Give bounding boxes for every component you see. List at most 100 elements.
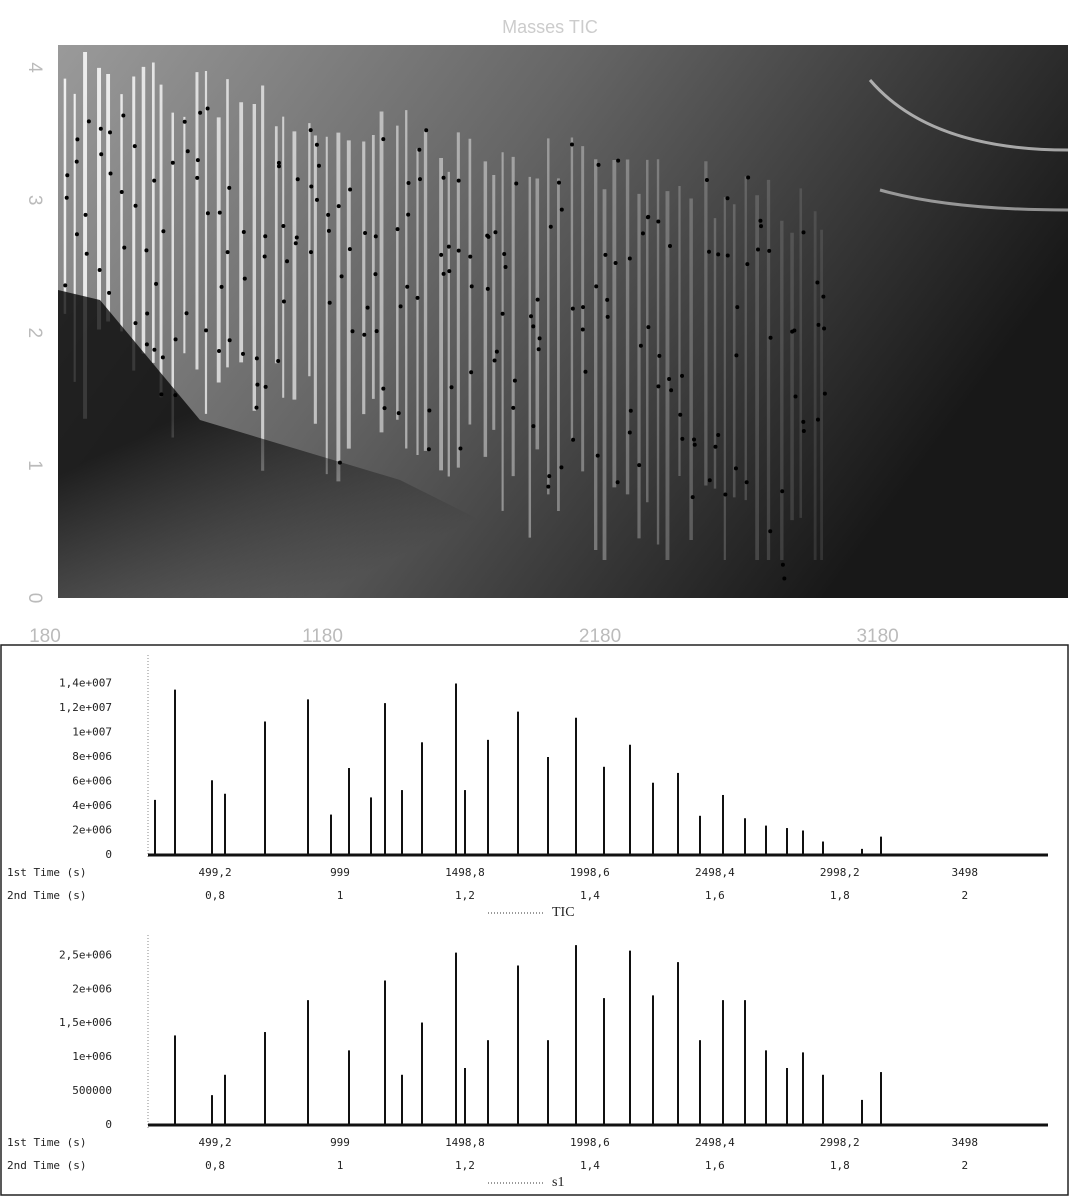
y-tick-label: 1e+007	[72, 726, 112, 739]
streak-dot	[348, 247, 352, 251]
streak-dot	[373, 272, 377, 276]
streak-dot	[781, 563, 785, 567]
streak-dot	[85, 252, 89, 256]
streak-dot	[121, 114, 125, 118]
streak-dot	[656, 219, 660, 223]
streak-dot	[746, 176, 750, 180]
x-tick-label: 499,2	[198, 866, 231, 879]
streak-dot	[606, 315, 610, 319]
streak-dot	[107, 291, 111, 295]
streak-dot	[296, 177, 300, 181]
streak-dot	[99, 152, 103, 156]
streak-dot	[549, 225, 553, 229]
y-tick-label: 1e+006	[72, 1050, 112, 1063]
streak-dot	[442, 176, 446, 180]
x-tick-label: 3498	[952, 866, 979, 879]
streak-dot	[186, 149, 190, 153]
streak-dot	[570, 143, 574, 147]
y-tick-label: 0	[24, 593, 45, 604]
streak-dot	[669, 388, 673, 392]
streak-dot	[596, 454, 600, 458]
streak-dot	[84, 213, 88, 217]
streak-dot	[122, 246, 126, 250]
y-tick-label: 500000	[72, 1084, 112, 1097]
streak-dot	[782, 576, 786, 580]
streak-dot	[350, 329, 354, 333]
streak-dot	[447, 245, 451, 249]
x2-tick-label: 0,8	[205, 889, 225, 902]
streak-dot	[285, 259, 289, 263]
streak-dot	[383, 406, 387, 410]
streak-dot	[802, 429, 806, 433]
streak-dot	[605, 298, 609, 302]
streak-dot	[133, 144, 137, 148]
streak-dot	[337, 204, 341, 208]
x2-tick-label: 1,4	[580, 889, 600, 902]
y-tick-label: 3	[24, 195, 45, 206]
streak-dot	[822, 327, 826, 331]
streak-dot	[531, 424, 535, 428]
streak-dot	[309, 128, 313, 132]
streak-dot	[417, 148, 421, 152]
streak-dot	[629, 409, 633, 413]
streak-dot	[315, 143, 319, 147]
streak-dot	[486, 235, 490, 239]
x2-tick-label: 2	[961, 1159, 968, 1172]
streak-dot	[427, 408, 431, 412]
x2-tick-label: 1,8	[830, 1159, 850, 1172]
streak-dot	[616, 480, 620, 484]
streak-dot	[603, 253, 607, 257]
x-axis-label: 2nd Time (s)	[7, 1159, 86, 1172]
x-tick-label: 3498	[952, 1136, 979, 1149]
streak-dot	[723, 492, 727, 496]
streak-dot	[171, 161, 175, 165]
streak-dot	[680, 437, 684, 441]
streak-dot	[198, 111, 202, 115]
streak-dot	[801, 420, 805, 424]
streak-dot	[399, 304, 403, 308]
streak-dot	[108, 130, 112, 134]
streak-dot	[616, 159, 620, 163]
streak-dot	[768, 529, 772, 533]
streak-dot	[637, 463, 641, 467]
streak-dot	[668, 244, 672, 248]
x-tick-label: 3180	[856, 626, 898, 647]
streak-dot	[362, 333, 366, 337]
streak-dot	[735, 305, 739, 309]
streak-dot	[745, 262, 749, 266]
streak-dot	[705, 178, 709, 182]
streak-dot	[458, 447, 462, 451]
streak-dot	[174, 337, 178, 341]
streak-dot	[716, 252, 720, 256]
streak-dot	[217, 349, 221, 353]
streak-dot	[501, 312, 505, 316]
streak-dot	[65, 173, 69, 177]
streak-dot	[328, 301, 332, 305]
streak-dot	[713, 445, 717, 449]
streak-dot	[470, 284, 474, 288]
streak-dot	[557, 181, 561, 185]
x-axis-label: 1st Time (s)	[7, 1136, 86, 1149]
streak-dot	[792, 328, 796, 332]
streak-dot	[87, 119, 91, 123]
x-tick-label: 2998,2	[820, 1136, 860, 1149]
streak-dot	[65, 196, 69, 200]
streak-dot	[185, 311, 189, 315]
y-tick-label: 0	[105, 848, 112, 861]
streak-dot	[581, 305, 585, 309]
streak-dot	[407, 181, 411, 185]
streak-dot	[406, 213, 410, 217]
streak-dot	[109, 171, 113, 175]
streak-dot	[495, 350, 499, 354]
streak-dot	[276, 359, 280, 363]
streak-dot	[560, 208, 564, 212]
streak-dot	[242, 230, 246, 234]
streak-dot	[726, 253, 730, 257]
streak-dot	[381, 137, 385, 141]
streak-dot	[396, 227, 400, 231]
x2-tick-label: 1,2	[455, 1159, 475, 1172]
streak-dot	[513, 379, 517, 383]
streak-dot	[220, 285, 224, 289]
streak-dot	[227, 186, 231, 190]
x-tick-label: 1998,6	[570, 1136, 610, 1149]
